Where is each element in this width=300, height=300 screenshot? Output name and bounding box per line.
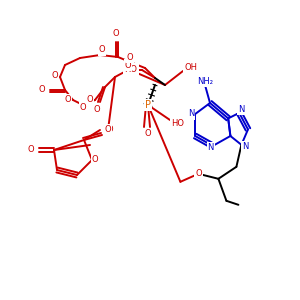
Text: O: O xyxy=(195,169,202,178)
Text: O: O xyxy=(52,70,58,80)
Text: O: O xyxy=(80,103,86,112)
Text: O: O xyxy=(145,130,151,139)
Text: NH₂: NH₂ xyxy=(197,76,213,85)
Text: O: O xyxy=(105,125,111,134)
Text: OH: OH xyxy=(184,62,197,71)
Text: P: P xyxy=(145,100,151,110)
Text: O: O xyxy=(99,46,105,55)
Text: O: O xyxy=(113,29,119,38)
Text: HO: HO xyxy=(172,118,184,127)
Text: O: O xyxy=(92,155,98,164)
Text: O: O xyxy=(28,146,34,154)
Text: O: O xyxy=(127,52,133,62)
Text: HO: HO xyxy=(124,64,137,74)
Text: O: O xyxy=(39,85,45,94)
Text: O: O xyxy=(107,125,113,134)
Text: O: O xyxy=(65,95,71,104)
Text: N: N xyxy=(242,142,249,151)
Text: N: N xyxy=(188,110,194,118)
Text: O: O xyxy=(94,106,100,115)
Text: N: N xyxy=(208,143,214,152)
Text: N: N xyxy=(238,105,244,114)
Text: O: O xyxy=(125,61,131,70)
Text: O: O xyxy=(87,95,93,104)
